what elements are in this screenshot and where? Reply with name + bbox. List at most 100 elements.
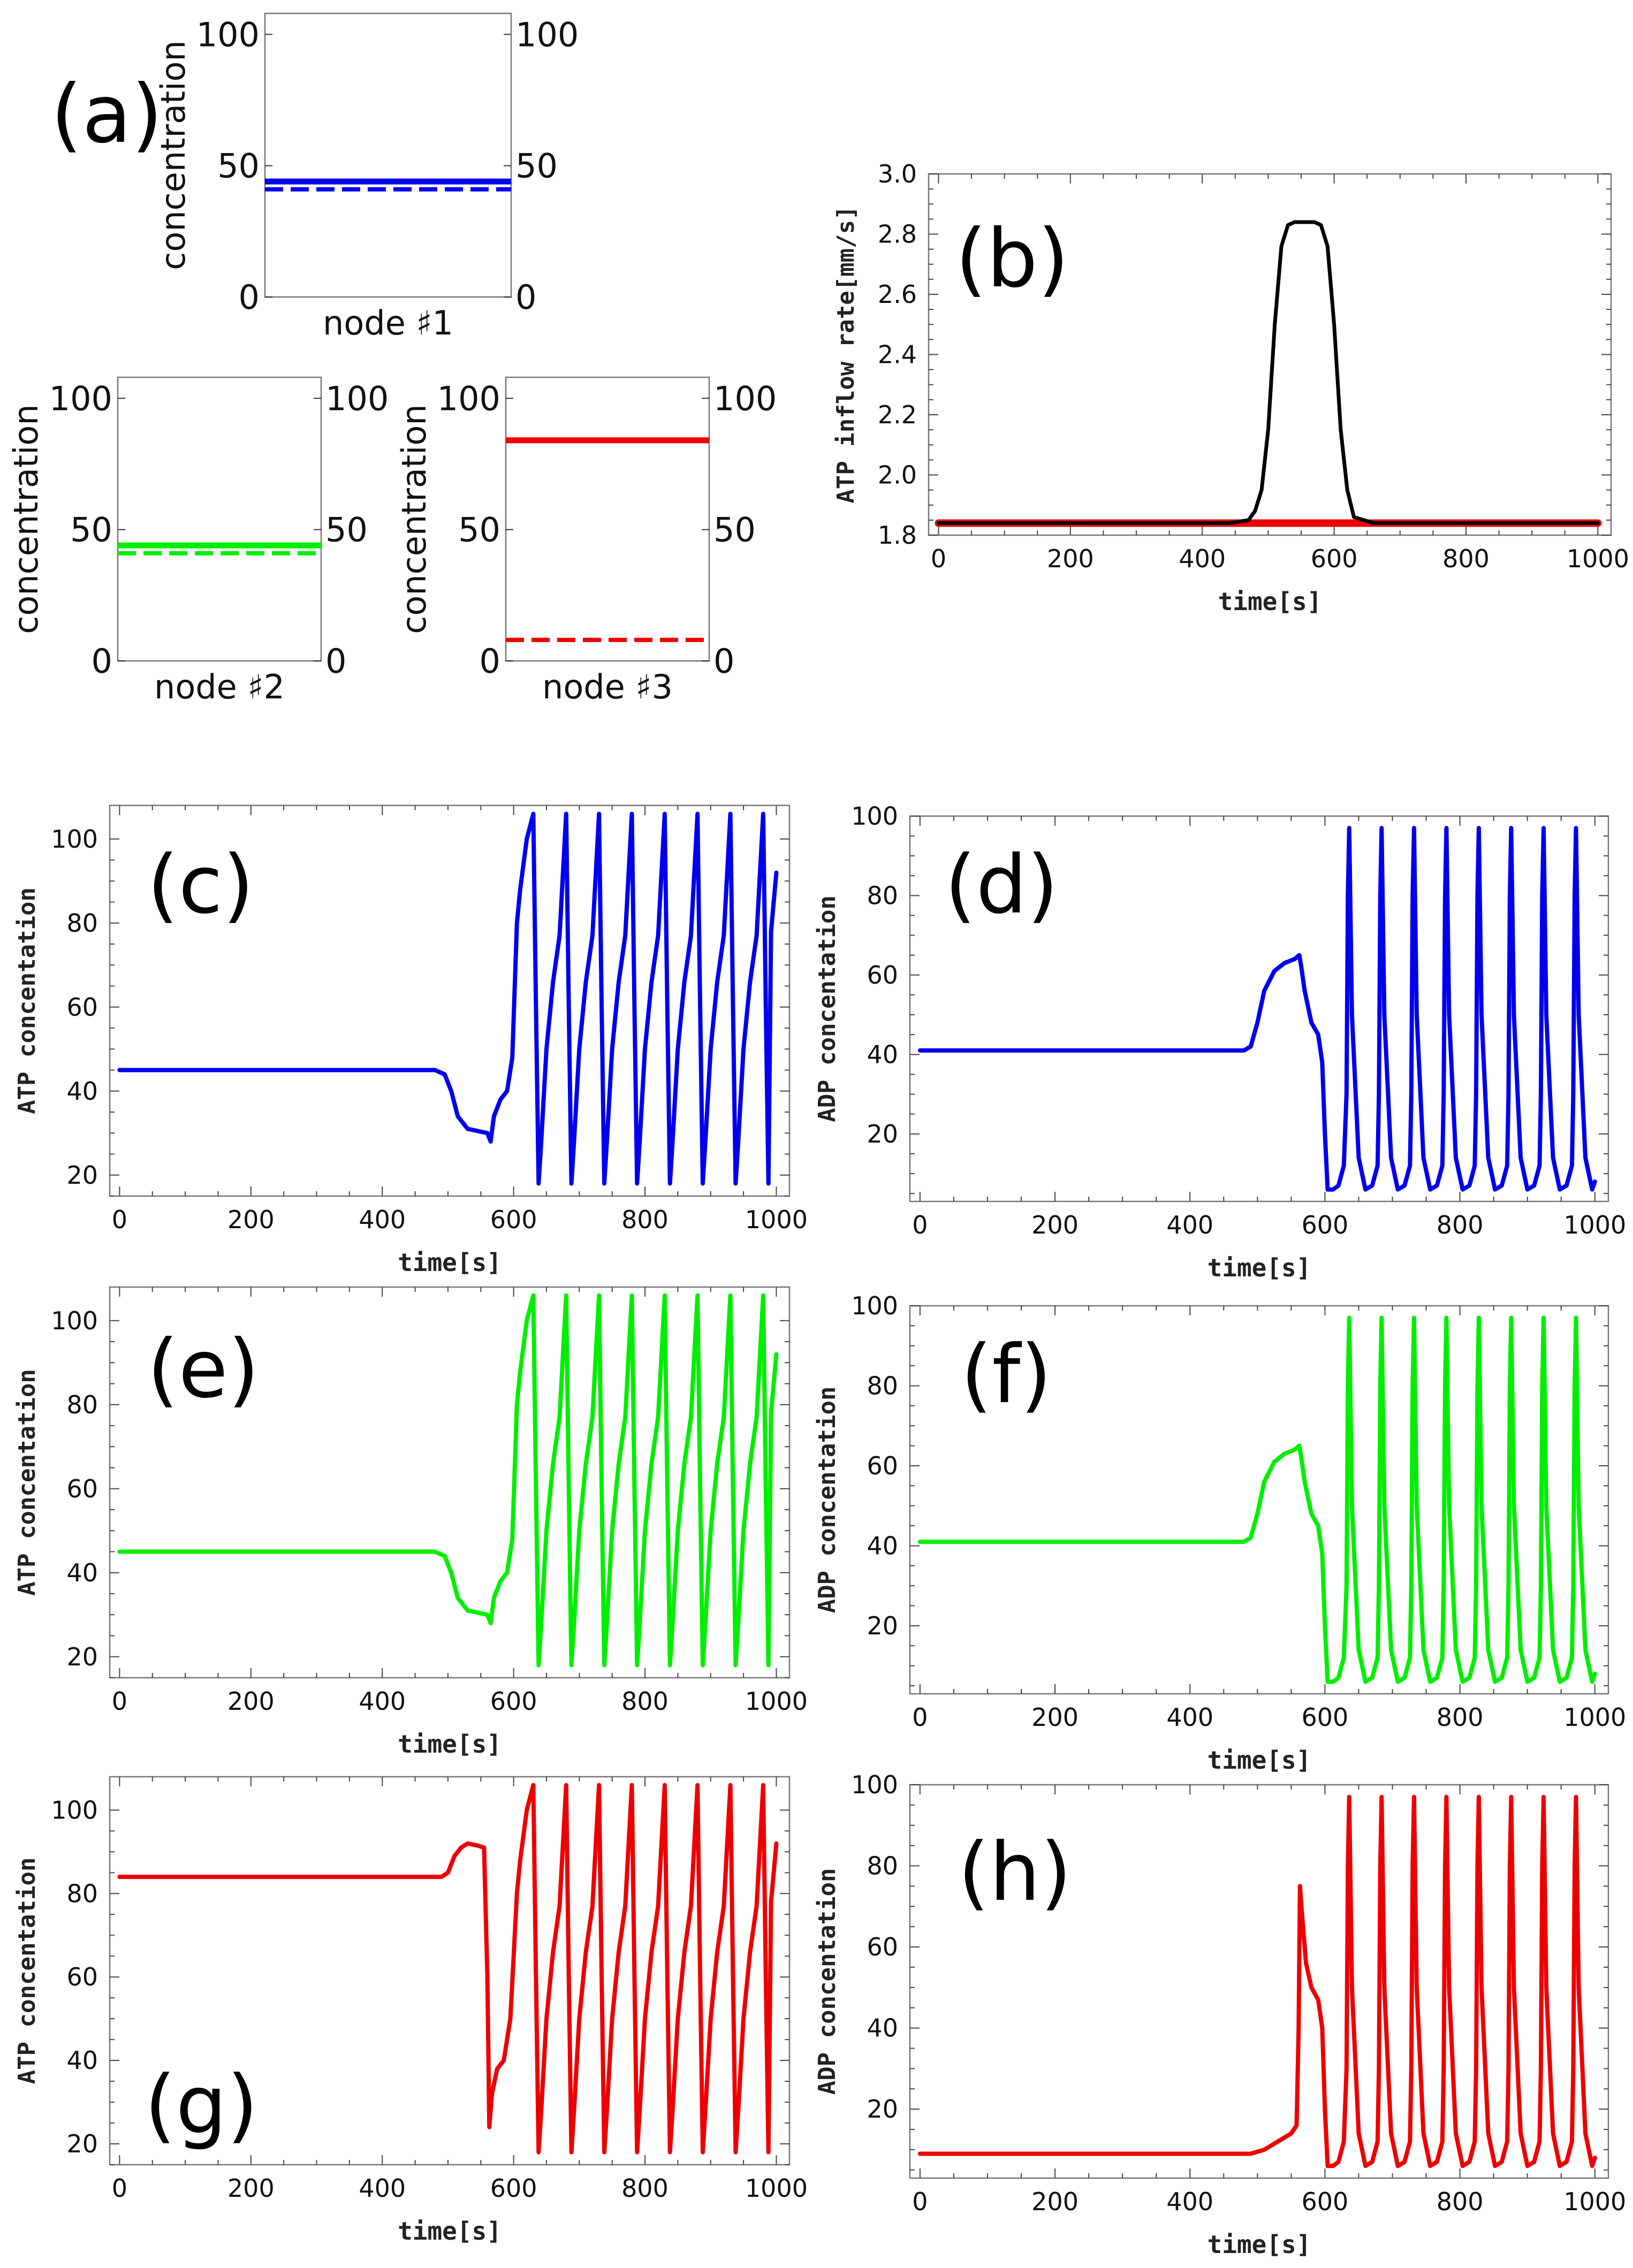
- y-tick-label: 20: [66, 1642, 98, 1671]
- left-tick-label: 0: [239, 278, 260, 317]
- x-tick-label: 800: [1437, 1211, 1484, 1239]
- x-tick-label: 1000: [1563, 1211, 1626, 1239]
- y-tick-label: 1.8: [878, 521, 917, 550]
- left-tick-label: 50: [70, 511, 112, 550]
- y-tick-label: 20: [66, 2129, 98, 2158]
- y-tick-label: 80: [66, 909, 98, 938]
- panel-a1: 0 50 100 0 50 100 node ♯1 concentration: [154, 12, 579, 343]
- x-tick-label: 800: [621, 1687, 669, 1716]
- y-tick-label: 2.0: [878, 461, 917, 490]
- panel-label-c: (c): [147, 839, 254, 932]
- series-line-node-1-adp: [917, 826, 1597, 1192]
- x-tick-label: 600: [1302, 1211, 1349, 1239]
- plot-frame: [109, 1286, 791, 1679]
- series-line-node-1-inflow: [937, 220, 1600, 525]
- x-tick-label: 1000: [1563, 1703, 1626, 1732]
- y-tick-label: 100: [851, 802, 898, 831]
- x-tick-label: 400: [1166, 1211, 1213, 1239]
- y-tick-label: 2.4: [878, 340, 917, 369]
- x-tick-label: 800: [1437, 2187, 1484, 2216]
- plot-frame: [117, 376, 322, 662]
- x-axis-label: time[s]: [1207, 1253, 1311, 1282]
- plot-frame: [109, 1776, 791, 2166]
- x-tick-label: 200: [227, 2174, 275, 2203]
- y-tick-label: 2.8: [878, 220, 917, 249]
- right-tick-label: 0: [713, 642, 734, 681]
- x-axis-label: node ♯3: [542, 667, 673, 706]
- y-tick-label: 100: [851, 1770, 898, 1799]
- x-tick-label: 0: [912, 1211, 928, 1239]
- panel-a2: 0 50 100 0 50 100 node ♯2 concentration: [6, 376, 389, 706]
- x-tick-label: 200: [227, 1687, 275, 1716]
- x-tick-label: 1000: [745, 1687, 808, 1716]
- y-axis-label: ADP concentation: [814, 1387, 841, 1614]
- x-tick-label: 1000: [1563, 2187, 1626, 2216]
- right-tick-label: 50: [713, 511, 756, 550]
- panel-label-e: (e): [147, 1323, 259, 1416]
- left-tick-label: 100: [437, 379, 500, 418]
- left-tick-label: 100: [49, 379, 112, 418]
- left-tick-label: 50: [458, 511, 500, 550]
- x-tick-label: 400: [359, 1205, 406, 1234]
- x-tick-label: 200: [1047, 544, 1094, 573]
- plot-frame: [909, 1784, 1609, 2179]
- y-tick-label: 80: [867, 881, 898, 910]
- x-axis-label: time[s]: [1207, 2230, 1311, 2259]
- x-tick-label: 600: [1302, 2187, 1349, 2216]
- x-tick-label: 600: [1302, 1703, 1349, 1732]
- y-tick-label: 60: [66, 1474, 98, 1503]
- y-tick-label: 40: [867, 1040, 898, 1069]
- x-axis-label: node ♯1: [323, 303, 453, 343]
- y-tick-label: 40: [66, 1558, 98, 1587]
- right-tick-label: 100: [515, 15, 579, 54]
- x-axis-label: time[s]: [398, 1730, 502, 1759]
- x-axis-label: time[s]: [1207, 1746, 1311, 1775]
- y-tick-label: 100: [851, 1291, 898, 1320]
- right-tick-label: 50: [515, 147, 558, 186]
- right-tick-label: 100: [713, 379, 777, 418]
- plot-frame: [909, 1305, 1609, 1695]
- panel-label-f: (f): [961, 1328, 1052, 1421]
- panel-e: 0 200 400 600 800 1000 20 40 60 80 100 time[s] ATP c…: [13, 1286, 808, 1759]
- y-tick-label: 60: [867, 1932, 898, 1961]
- x-tick-label: 800: [621, 1205, 669, 1234]
- panel-label-b: (b): [955, 212, 1069, 306]
- left-tick-label: 50: [217, 147, 260, 186]
- series-line-node-3-atp: [117, 1783, 779, 2155]
- x-tick-label: 600: [1311, 544, 1358, 573]
- left-tick-label: 0: [92, 642, 112, 681]
- y-tick-label: 80: [66, 1390, 98, 1419]
- x-tick-label: 200: [227, 1205, 275, 1234]
- plot-frame: [109, 804, 791, 1197]
- y-tick-label: 2.6: [878, 280, 917, 309]
- panel-label-h: (h): [958, 1826, 1072, 1919]
- y-tick-label: 60: [66, 993, 98, 1022]
- x-tick-label: 400: [359, 2174, 406, 2203]
- x-axis-label: node ♯2: [154, 667, 285, 706]
- x-axis-label: time[s]: [398, 2217, 502, 2246]
- x-tick-label: 800: [1437, 1703, 1484, 1732]
- x-tick-label: 0: [912, 2187, 928, 2216]
- plot-frame: [264, 12, 512, 298]
- x-tick-label: 0: [931, 544, 946, 573]
- panel-g: 0 200 400 600 800 1000 20 40 60 80 100 time[s] ATP c…: [13, 1776, 808, 2246]
- x-tick-label: 200: [1031, 1703, 1078, 1732]
- series-line-node-2-atp: [117, 1293, 779, 1668]
- x-tick-label: 800: [621, 2174, 669, 2203]
- panel-label-g: (g): [145, 2059, 258, 2152]
- right-tick-label: 50: [325, 511, 368, 550]
- x-tick-label: 200: [1031, 1211, 1078, 1239]
- y-tick-label: 40: [66, 1077, 98, 1106]
- x-axis-label: time[s]: [1218, 587, 1322, 616]
- x-tick-label: 600: [490, 1687, 537, 1716]
- y-axis-label: concentration: [154, 40, 193, 270]
- plot-frame: [505, 376, 710, 662]
- panel-d: 0 200 400 600 800 1000 20 40 60 80 100 time[s] ADP c…: [814, 802, 1626, 1282]
- x-tick-label: 600: [490, 1205, 537, 1234]
- x-tick-label: 400: [1166, 1703, 1213, 1732]
- y-axis-label: ATP concentation: [13, 1369, 41, 1596]
- y-axis-label: ADP concentation: [814, 895, 841, 1122]
- x-axis-label: time[s]: [398, 1248, 502, 1277]
- y-tick-label: 60: [867, 1451, 898, 1480]
